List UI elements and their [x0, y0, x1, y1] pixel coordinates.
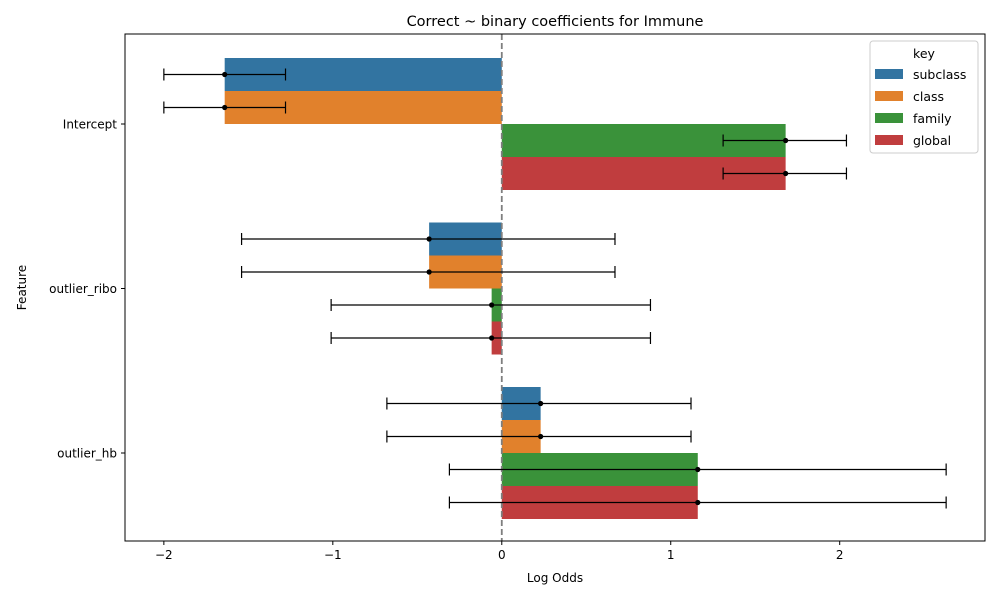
x-tick-label: −1 — [324, 548, 342, 562]
bars-layer — [224, 58, 786, 519]
y-axis-title: Feature — [15, 265, 29, 310]
legend-label-global: global — [913, 133, 951, 148]
point-family-Intercept — [783, 137, 789, 144]
legend-swatch-family — [875, 113, 903, 123]
chart-title: Correct ~ binary coefficients for Immune — [407, 14, 704, 30]
point-class-outlier_hb — [538, 433, 544, 440]
x-axis: −2 −1 0 1 2 — [155, 541, 844, 562]
legend-label-family: family — [913, 111, 952, 126]
y-tick-label: outlier_ribo — [49, 282, 117, 296]
x-axis-title: Log Odds — [527, 571, 583, 585]
y-axis: Intercept outlier_ribo outlier_hb — [49, 118, 125, 461]
legend-swatch-class — [875, 91, 903, 101]
legend-title: key — [913, 46, 935, 61]
point-subclass-outlier_ribo — [426, 236, 432, 242]
point-family-outlier_hb — [695, 466, 701, 473]
point-class-outlier_ribo — [426, 269, 432, 275]
point-global-outlier_hb — [695, 499, 701, 506]
legend-label-class: class — [913, 89, 944, 104]
x-tick-label: 1 — [667, 548, 675, 562]
legend-items: subclass class family global — [875, 67, 966, 148]
point-global-outlier_ribo — [489, 335, 495, 341]
point-global-Intercept — [783, 170, 789, 177]
legend-swatch-global — [875, 135, 903, 145]
point-family-outlier_ribo — [489, 302, 495, 308]
point-subclass-outlier_hb — [538, 400, 544, 407]
legend: key subclass class family global — [869, 40, 979, 154]
x-tick-label: −2 — [155, 548, 173, 562]
y-tick-label: Intercept — [63, 118, 118, 132]
errorbars-layer — [163, 68, 947, 509]
point-subclass-Intercept — [222, 71, 228, 78]
legend-label-subclass: subclass — [913, 67, 966, 82]
legend-swatch-subclass — [875, 69, 903, 79]
x-tick-label: 0 — [498, 548, 506, 562]
y-tick-label: outlier_hb — [57, 447, 117, 461]
plot-frame — [124, 33, 986, 542]
point-class-Intercept — [222, 104, 228, 111]
x-tick-label: 2 — [836, 548, 844, 562]
